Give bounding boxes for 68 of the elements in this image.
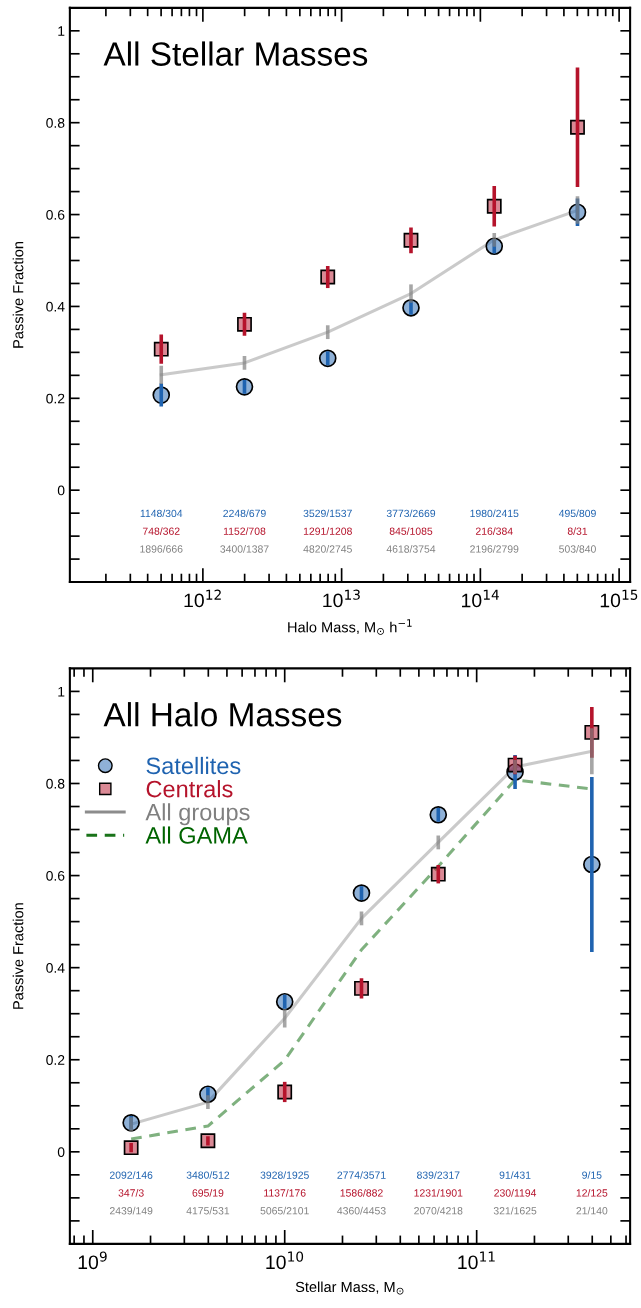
annotation: 21/140 [576, 1206, 608, 1215]
annotation: 4360/4453 [337, 1206, 386, 1215]
y-axis-title: Passive Fraction [12, 903, 24, 1009]
annotation: 2070/4218 [414, 1206, 463, 1215]
annotation: 1896/666 [140, 545, 183, 553]
annotation: 1231/1901 [414, 1188, 463, 1197]
x-tick-label: 10$^{11}$ [458, 1251, 495, 1270]
y-tick-label: 0.6 [46, 209, 65, 220]
annotation: 3928/1925 [260, 1171, 309, 1179]
annotation: 1137/176 [264, 1188, 306, 1197]
annotation: 495/809 [558, 509, 596, 518]
annotation: 1152/708 [223, 527, 266, 535]
annotation: 347/3 [118, 1188, 144, 1197]
annotation: 230/1194 [494, 1188, 537, 1197]
y-tick-label: 0.2 [46, 1055, 65, 1065]
annotation: 1980/2415 [470, 509, 519, 518]
y-tick-label: 0 [57, 485, 65, 496]
annotation: 748/362 [142, 527, 180, 535]
x-tick-label: 10$^{9}$ [78, 1251, 107, 1270]
y-tick-label: 0.4 [46, 962, 65, 973]
annotation: 839/2317 [417, 1171, 460, 1179]
annotation: 1148/304 [140, 509, 183, 518]
annotation: 695/19 [192, 1188, 224, 1197]
text: All Halo Masses [103, 702, 342, 727]
annotation: 2439/149 [109, 1206, 153, 1215]
annotation: 4175/531 [186, 1206, 230, 1215]
annotation: 845/1085 [389, 527, 433, 535]
x-tick-label: 10$^{13}$ [323, 589, 360, 608]
legend-label: All groups [145, 803, 250, 826]
annotation: 3773/2669 [386, 509, 436, 518]
y-tick-label: 0.2 [46, 393, 65, 404]
annotation: 216/384 [475, 527, 513, 535]
y-tick-label: 0.8 [46, 778, 65, 789]
legend-label: Centrals [146, 780, 233, 798]
x-tick-label: 10$^{12}$ [184, 589, 221, 608]
y-tick-label: 0.6 [46, 870, 65, 881]
x-tick-label: 10$^{15}$ [600, 589, 638, 608]
annotation: 3400/1387 [220, 545, 269, 553]
annotation: 4820/2745 [303, 545, 352, 553]
legend-label: Satellites [146, 756, 241, 775]
x-tick-label: 10$^{14}$ [462, 589, 499, 608]
y-tick-label: 0.4 [46, 301, 65, 312]
annotation: 3529/1537 [303, 509, 352, 518]
annotation: 4618/3754 [386, 545, 436, 553]
y-axis-title: Passive Fraction [12, 242, 24, 348]
y-tick-label: 0 [57, 1147, 65, 1157]
annotation: 9/15 [582, 1171, 602, 1179]
annotation: 3480/512 [186, 1171, 230, 1179]
annotation: 1586/882 [340, 1188, 383, 1197]
annotation: 8/31 [567, 527, 588, 535]
y-tick-label: 1 [58, 26, 65, 36]
annotation: 321/1625 [493, 1206, 537, 1215]
annotation: 5065/2101 [260, 1206, 309, 1215]
text: All Stellar Masses [103, 41, 368, 66]
annotation: 1291/1208 [303, 527, 352, 535]
annotation: 12/125 [576, 1188, 608, 1197]
annotation: 2196/2799 [470, 545, 519, 553]
annotation: 91/431 [499, 1171, 531, 1179]
annotation: 2774/3571 [337, 1171, 386, 1179]
y-tick-label: 1 [58, 686, 65, 697]
legend-label: All GAMA [145, 826, 248, 844]
y-tick-label: 0.8 [46, 118, 65, 128]
x-axis-title: Halo Mass, M$_{⊙}$ h$^{−1}$ [288, 619, 412, 635]
x-tick-label: 10$^{10}$ [266, 1251, 304, 1270]
x-axis-title: Stellar Mass, M$_{⊙}$ [295, 1281, 404, 1295]
annotation: 2248/679 [223, 509, 266, 518]
annotation: 503/840 [559, 545, 596, 553]
annotation: 2092/146 [109, 1171, 153, 1179]
